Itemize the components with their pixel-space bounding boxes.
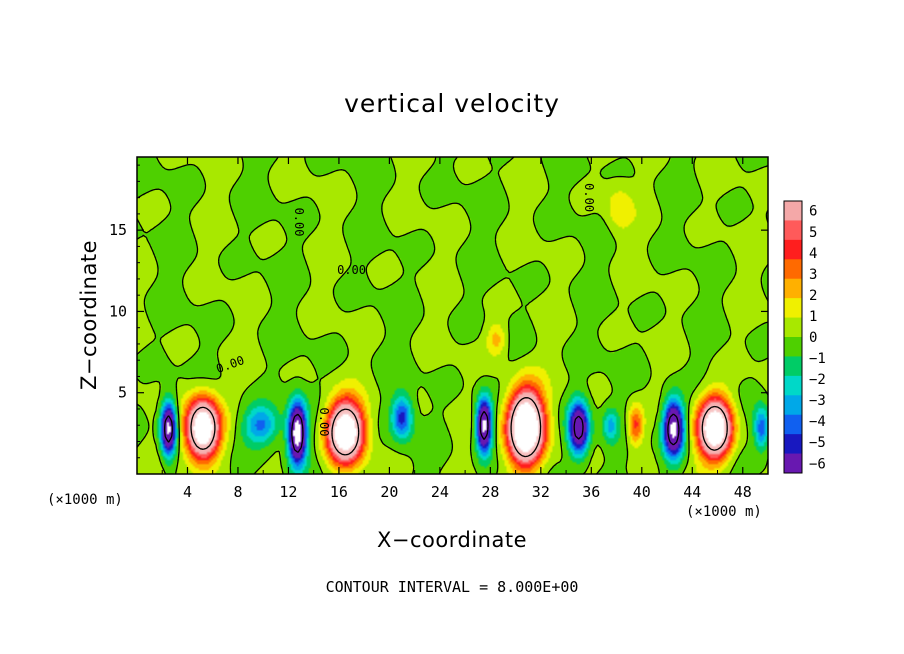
y-tick-label: 10 <box>109 302 127 320</box>
colorbar-label: 2 <box>809 288 817 304</box>
contour-interval: CONTOUR INTERVAL = 8.000E+00 <box>326 578 579 596</box>
x-tick-label: 12 <box>279 483 297 501</box>
colorbar-label: 6 <box>809 204 817 220</box>
x-tick-label: 8 <box>233 483 242 501</box>
colorbar-swatch <box>784 414 802 435</box>
x-tick-label: 40 <box>633 483 651 501</box>
x-unit-left: (×1000 m) <box>47 492 123 508</box>
x-axis-label: X−coordinate <box>377 528 527 552</box>
contour-label: 0.00 <box>317 408 331 437</box>
colorbar-label: 1 <box>809 309 817 325</box>
colorbar-swatch <box>784 395 802 416</box>
x-tick-label: 4 <box>183 483 192 501</box>
x-unit-right: (×1000 m) <box>686 504 762 520</box>
colorbar-label: −2 <box>809 372 826 388</box>
colorbar-swatch <box>784 434 802 454</box>
colorbar: 6 5 4 3 2 1 0 −1 −2 −3 −4 −5 −6 <box>783 200 826 474</box>
x-tick-label: 48 <box>734 483 752 501</box>
contour-label: 0.00 <box>292 208 306 237</box>
contour-labels: 0.000.000.000.000.00 <box>214 183 596 436</box>
x-tick-label: 16 <box>330 483 348 501</box>
contour-label: 0.00 <box>582 183 596 212</box>
x-axis-ticks: 4 8 12 16 20 24 28 32 36 40 44 48 <box>161 157 752 501</box>
x-tick-label: 20 <box>380 483 398 501</box>
colorbar-label: 4 <box>809 246 817 262</box>
colorbar-swatch <box>784 298 802 318</box>
colorbar-label: 5 <box>809 225 817 241</box>
contour-lines <box>137 157 768 474</box>
colorbar-swatch <box>784 337 802 357</box>
colorbar-swatch <box>784 259 802 280</box>
colorbar-swatch <box>784 201 802 221</box>
plot-area: 0.000.000.000.000.00 <box>136 156 769 475</box>
colorbar-label: −1 <box>809 351 826 367</box>
colorbar-swatch <box>784 239 802 260</box>
colorbar-swatch <box>784 453 802 474</box>
colorbar-label: −3 <box>809 393 826 409</box>
colorbar-label: 3 <box>809 267 817 283</box>
contour-line <box>163 411 680 453</box>
velocity-field <box>137 157 768 474</box>
x-tick-label: 44 <box>683 483 701 501</box>
colorbar-swatch <box>784 317 802 338</box>
contour-label: 0.00 <box>337 263 366 277</box>
contour-line <box>137 157 768 474</box>
plot-frame <box>136 156 769 475</box>
colorbar-label: −5 <box>809 435 826 451</box>
colorbar-swatch <box>784 220 802 241</box>
x-tick-label: 36 <box>582 483 600 501</box>
chart-title: vertical velocity <box>344 89 560 118</box>
colorbar-swatch <box>784 375 802 396</box>
x-tick-label: 24 <box>431 483 449 501</box>
contour-line <box>190 397 728 458</box>
colorbar-label: 0 <box>809 330 817 346</box>
colorbar-swatch <box>784 278 802 299</box>
y-tick-label: 5 <box>118 384 127 402</box>
x-tick-label: 32 <box>532 483 550 501</box>
x-tick-label: 28 <box>481 483 499 501</box>
colorbar-frame <box>783 200 803 474</box>
y-axis-ticks: 5 10 15 <box>109 164 768 459</box>
y-tick-label: 15 <box>109 221 127 239</box>
colorbar-label: −6 <box>809 456 826 472</box>
colorbar-label: −4 <box>809 414 826 430</box>
colorbar-swatch <box>784 356 802 377</box>
y-axis-label: Z−coordinate <box>77 240 101 390</box>
